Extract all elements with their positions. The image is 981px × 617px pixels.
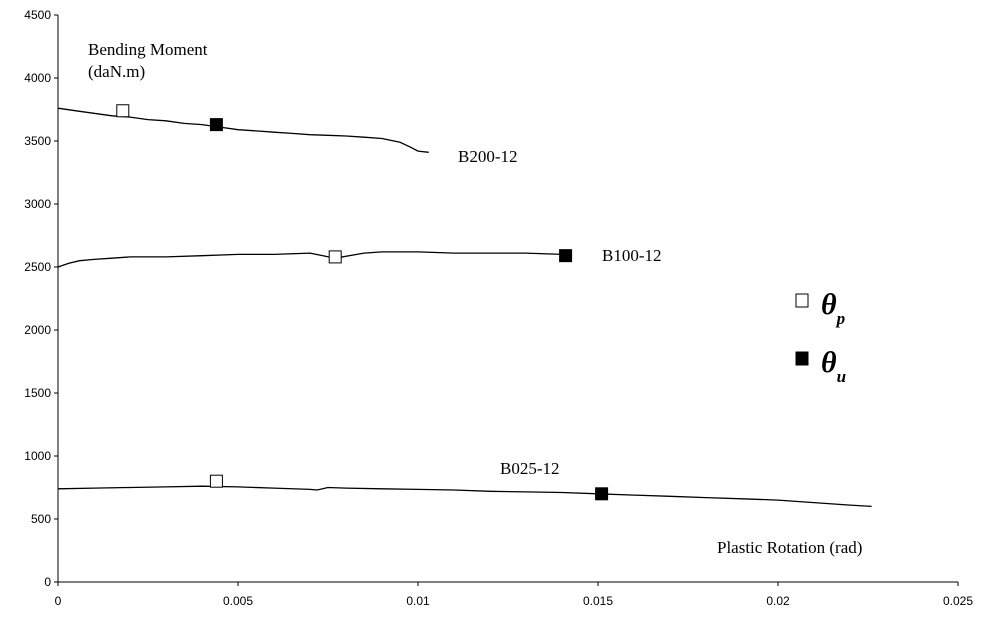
series-lines [57, 107, 872, 508]
legend-theta-u-symbol: θ [821, 346, 837, 379]
theta-p-marker-b200-12 [116, 104, 130, 118]
series-label-b200: B200-12 [458, 147, 518, 166]
y-ticks: 0 500 1000 1500 2000 2500 3000 3500 4000 4500 [24, 8, 58, 589]
theta-p-marker-b100-12 [328, 250, 342, 264]
x-ticks: 0 0.005 0.01 0.015 0.02 0.025 [55, 582, 973, 608]
legend-theta-p-label: θp [821, 288, 845, 328]
x-tick-label: 0.025 [943, 594, 973, 608]
y-tick-label: 1500 [24, 386, 51, 400]
series-labels: B200-12 B100-12 B025-12 [458, 147, 662, 478]
legend: θp θu [795, 288, 846, 386]
y-tick-label: 3500 [24, 134, 51, 148]
series-line-b025-12 [57, 485, 872, 508]
axes: 0 500 1000 1500 2000 2500 3000 3500 4000 4500 0 0.… [24, 8, 973, 608]
y-tick-label: 2500 [24, 260, 51, 274]
theta-p-marker-b025-12 [209, 474, 223, 488]
y-tick-label: 1000 [24, 449, 51, 463]
y-axis-label-line-1: Bending Moment [88, 40, 208, 59]
x-tick-label: 0.02 [766, 594, 790, 608]
legend-theta-u-label: θu [821, 346, 846, 386]
x-tick-label: 0.005 [223, 594, 253, 608]
theta-u-marker-b100-12 [559, 249, 573, 263]
series-markers [116, 104, 609, 501]
legend-theta-u-subscript: u [837, 367, 846, 386]
y-tick-label: 500 [31, 512, 51, 526]
x-tick-label: 0.015 [583, 594, 613, 608]
series-line-b200-12 [57, 107, 429, 153]
y-tick-label: 3000 [24, 197, 51, 211]
legend-theta-u-marker [795, 351, 809, 366]
y-tick-label: 4000 [24, 71, 51, 85]
series-line-b100-12 [57, 251, 570, 268]
y-axis-label-line-2: (daN.m) [88, 62, 145, 81]
x-tick-label: 0.01 [406, 594, 430, 608]
legend-theta-p-symbol: θ [821, 288, 837, 321]
theta-u-marker-b200-12 [209, 118, 223, 132]
y-tick-label: 2000 [24, 323, 51, 337]
legend-theta-p-subscript: p [835, 309, 846, 328]
y-tick-label: 4500 [24, 8, 51, 22]
theta-u-marker-b025-12 [595, 487, 609, 501]
x-tick-label: 0 [55, 594, 62, 608]
x-axis-label: Plastic Rotation (rad) [717, 538, 862, 557]
y-tick-label: 0 [44, 575, 51, 589]
series-label-b025: B025-12 [500, 459, 560, 478]
series-label-b100: B100-12 [602, 246, 662, 265]
legend-theta-p-marker [795, 293, 809, 308]
